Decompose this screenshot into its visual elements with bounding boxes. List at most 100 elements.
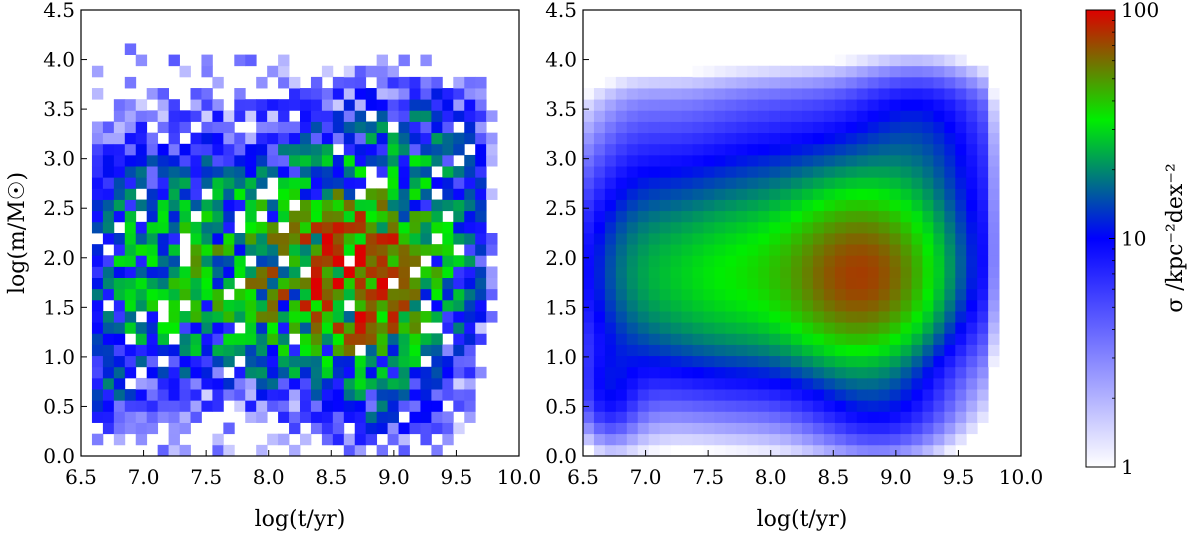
heatmap-cell [670, 221, 682, 234]
heatmap-cell [670, 121, 682, 134]
heatmap-cell [681, 99, 693, 111]
x-tick-label: 9.5 [441, 465, 473, 489]
heatmap-cell [256, 255, 268, 267]
heatmap-cell [431, 377, 443, 390]
heatmap-cell [475, 311, 487, 323]
heatmap-cell [769, 143, 781, 156]
heatmap-cell [604, 333, 617, 345]
heatmap-cell [278, 266, 290, 278]
heatmap-cell [201, 333, 213, 345]
heatmap-cell [889, 99, 901, 111]
heatmap-cell [431, 266, 443, 278]
heatmap-cell [245, 188, 257, 200]
heatmap-cell [593, 154, 606, 167]
heatmap-cell [922, 244, 934, 256]
heatmap-cell [878, 54, 890, 67]
heatmap-cell [769, 233, 781, 245]
heatmap-cell [769, 411, 781, 423]
heatmap-cell [157, 121, 169, 134]
heatmap-cell [157, 444, 169, 457]
heatmap-cell [922, 54, 934, 67]
heatmap-cell [464, 132, 476, 145]
heatmap-cell [91, 333, 104, 345]
heatmap-cell [157, 110, 169, 122]
heatmap-cell [780, 333, 792, 345]
heatmap-cell [168, 154, 180, 167]
y-tick-label: 3.0 [545, 147, 577, 171]
heatmap-cell [911, 99, 923, 111]
heatmap-cell [300, 88, 312, 100]
heatmap-cell [615, 400, 628, 412]
heatmap-cell [135, 355, 148, 368]
heatmap-cell [593, 199, 606, 212]
heatmap-cell [234, 154, 246, 167]
heatmap-cell [310, 221, 323, 234]
heatmap-cell [387, 311, 399, 323]
heatmap-cell [398, 76, 410, 89]
heatmap-cell [113, 333, 126, 345]
heatmap-cell [681, 132, 693, 145]
heatmap-cell [135, 322, 148, 334]
heatmap-cell [593, 322, 606, 334]
heatmap-cell [376, 65, 388, 78]
heatmap-cell [475, 244, 487, 256]
heatmap-cell [398, 355, 410, 368]
y-tick-label: 4.0 [545, 48, 577, 72]
heatmap-cell [626, 244, 639, 256]
heatmap-cell [823, 400, 836, 412]
heatmap-cell [659, 366, 671, 379]
heatmap-cell [747, 277, 759, 290]
heatmap-cell [747, 366, 759, 379]
heatmap-cell [747, 422, 759, 435]
heatmap-cell [442, 277, 454, 290]
heatmap-cell [146, 355, 159, 368]
heatmap-cell [278, 322, 290, 334]
heatmap-cell [376, 99, 388, 111]
heatmap-cell [212, 110, 224, 122]
heatmap-cell [758, 166, 770, 178]
heatmap-cell [179, 199, 191, 212]
heatmap-cell [615, 121, 628, 134]
heatmap-cell [102, 277, 115, 290]
heatmap-cell [91, 221, 104, 234]
heatmap-cell [223, 199, 235, 212]
heatmap-cell [867, 355, 880, 368]
heatmap-cell [944, 199, 956, 212]
heatmap-cell [245, 411, 257, 423]
heatmap-cell [201, 99, 213, 111]
heatmap-cell [823, 65, 836, 78]
heatmap-cell [725, 422, 737, 435]
heatmap-cell [453, 355, 465, 368]
heatmap-cell [878, 400, 890, 412]
heatmap-cell [593, 299, 606, 312]
heatmap-cell [747, 389, 759, 401]
heatmap-cell [823, 355, 836, 368]
heatmap-cell [91, 433, 104, 446]
heatmap-cell [933, 355, 945, 368]
heatmap-cell [332, 311, 345, 323]
heatmap-cell [354, 288, 367, 301]
heatmap-cell [867, 244, 880, 256]
heatmap-cell [343, 344, 356, 357]
heatmap-cell [769, 377, 781, 390]
heatmap-cell [944, 99, 956, 111]
heatmap-cell [583, 132, 595, 145]
heatmap-cell [812, 154, 825, 167]
heatmap-cell [91, 255, 104, 267]
heatmap-cell [911, 177, 923, 189]
heatmap-cell [289, 444, 301, 457]
heatmap-cell [977, 221, 989, 234]
heatmap-cell [889, 199, 901, 212]
heatmap-cell [823, 322, 836, 334]
heatmap-cell [453, 389, 465, 401]
heatmap-cell [626, 411, 639, 423]
heatmap-cell [692, 255, 704, 267]
heatmap-cell [464, 121, 476, 134]
x-tick-label: 10.0 [999, 465, 1044, 489]
heatmap-cell [791, 366, 803, 379]
heatmap-cell [124, 299, 137, 312]
heatmap-cell [453, 333, 465, 345]
heatmap-cell [615, 311, 628, 323]
heatmap-cell [933, 199, 945, 212]
right-heatmap-cells [583, 54, 1000, 457]
